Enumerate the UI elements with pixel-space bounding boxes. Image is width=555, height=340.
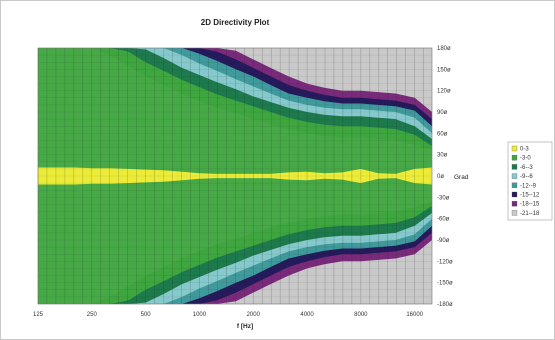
legend-swatch bbox=[511, 145, 518, 152]
x-tick-label: 2000 bbox=[247, 312, 261, 318]
y-tick-label: 0ø bbox=[437, 174, 444, 180]
y-tick-label: -30ø bbox=[437, 195, 450, 201]
legend-box bbox=[507, 141, 553, 221]
x-tick-label: 500 bbox=[141, 312, 152, 318]
y-tick-label: -90ø bbox=[437, 238, 450, 244]
y-tick-label: -60ø bbox=[437, 217, 450, 223]
contour-band-center bbox=[38, 167, 432, 185]
y-axis-ticks: 180ø 150ø 120ø 90ø 60ø 30ø 0ø -30ø -60ø -90ø -120ø… bbox=[437, 46, 453, 308]
x-tick-label: 4000 bbox=[300, 312, 314, 318]
x-tick-label: 250 bbox=[87, 312, 98, 318]
legend-label: -3-0 bbox=[520, 156, 531, 162]
x-tick-label: 125 bbox=[33, 312, 44, 318]
y-tick-label: 90ø bbox=[437, 110, 448, 116]
contour-band-upper-7 bbox=[38, 48, 432, 112]
grid-lines bbox=[37, 47, 433, 305]
legend-swatch bbox=[511, 191, 518, 198]
chart-title: 2D Directivity Plot bbox=[200, 18, 270, 27]
legend-label: -9--6 bbox=[520, 174, 533, 180]
plot-border bbox=[37, 47, 433, 305]
y-tick-label: 150ø bbox=[437, 67, 451, 73]
x-tick-label: 8000 bbox=[354, 312, 368, 318]
legend-label: -6--3 bbox=[520, 165, 533, 171]
legend-label: 0-3 bbox=[520, 147, 529, 153]
y-tick-label: -120ø bbox=[437, 259, 453, 265]
y-tick-label: -150ø bbox=[437, 281, 453, 287]
y-tick-label: 180ø bbox=[437, 46, 451, 52]
legend-label: -18--15 bbox=[520, 202, 540, 208]
legend-swatch bbox=[511, 173, 518, 179]
legend-swatch bbox=[511, 201, 518, 207]
x-tick-label: 16000 bbox=[406, 312, 423, 318]
x-axis-ticks: 125 250 500 1000 2000 4000 8000 16000 bbox=[33, 312, 424, 318]
x-axis-label: f [Hz] bbox=[237, 323, 253, 330]
contour-band-lower-7 bbox=[38, 240, 432, 304]
legend-swatch bbox=[511, 164, 518, 170]
y-tick-label: 30ø bbox=[437, 153, 448, 159]
y-axis-label: Grad bbox=[454, 174, 469, 181]
y-tick-label: -180ø bbox=[437, 302, 453, 308]
legend-label: -15--12 bbox=[520, 193, 540, 199]
legend-label: -12--9 bbox=[520, 183, 537, 189]
y-tick-label: 120ø bbox=[437, 89, 451, 95]
legend: 0-3 -3-0 -6--3 -9--6 -12--9 -15--12 -18--15 -21… bbox=[507, 141, 553, 221]
legend-swatch bbox=[511, 182, 518, 188]
y-tick-label: 60ø bbox=[437, 131, 448, 137]
legend-swatch bbox=[511, 210, 518, 216]
plot-area bbox=[38, 48, 432, 304]
x-tick-label: 1000 bbox=[193, 312, 207, 318]
legend-label: -21--18 bbox=[520, 211, 540, 217]
legend-swatch bbox=[511, 155, 518, 161]
